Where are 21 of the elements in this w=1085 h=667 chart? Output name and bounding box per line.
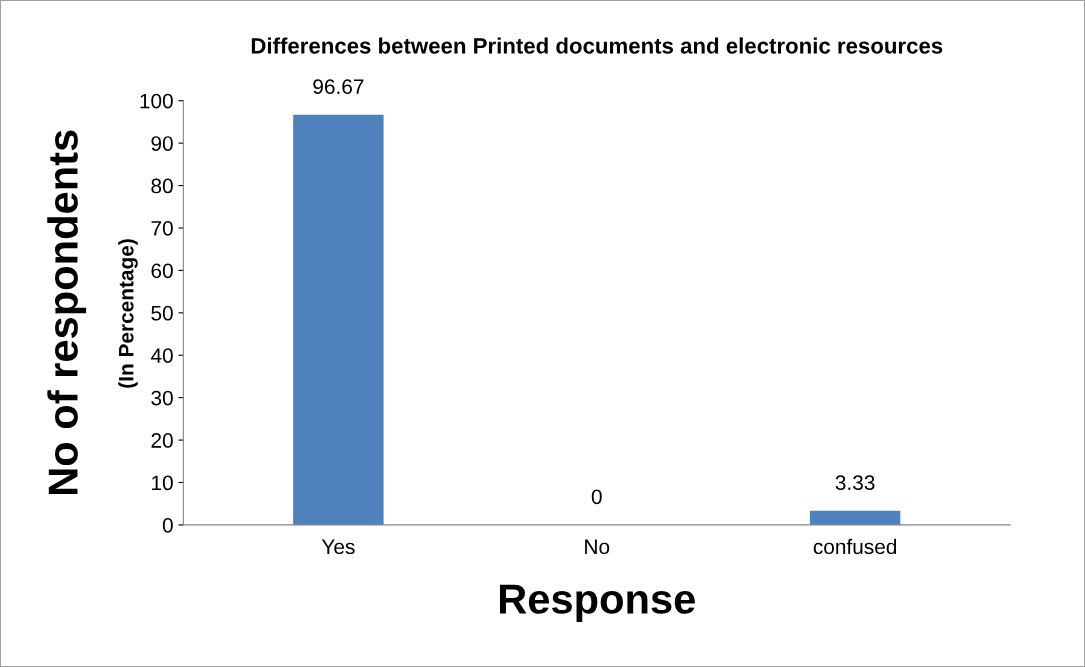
y-axis-title: No of respondents bbox=[47, 130, 87, 495]
data-label: 0 bbox=[591, 489, 602, 505]
y-tick-label: 90 bbox=[151, 136, 173, 151]
data-label: 96.67 bbox=[313, 79, 364, 95]
data-label: 3.33 bbox=[835, 475, 875, 491]
y-tick-label: 60 bbox=[151, 263, 173, 279]
y-tick-label: 100 bbox=[140, 93, 173, 109]
y-tick-label: 40 bbox=[150, 348, 173, 363]
chart-title: Differences between Printed documents and electronic resources bbox=[251, 37, 943, 54]
text: (In Percentage) bbox=[118, 239, 138, 388]
y-tick-label: 0 bbox=[162, 517, 173, 533]
y-tick-label: 50 bbox=[151, 305, 173, 321]
x-tick-label: confused bbox=[813, 538, 897, 555]
y-tick-label: 30 bbox=[151, 390, 173, 406]
x-tick-label: No bbox=[585, 539, 610, 555]
x-axis-title: Response bbox=[499, 584, 695, 623]
y-tick-label: 10 bbox=[152, 475, 173, 491]
y-tick-label: 20 bbox=[151, 433, 173, 448]
y-tick-label: 80 bbox=[151, 178, 173, 194]
y-tick-label: 70 bbox=[151, 220, 173, 236]
x-tick-label: Yes bbox=[321, 539, 355, 555]
